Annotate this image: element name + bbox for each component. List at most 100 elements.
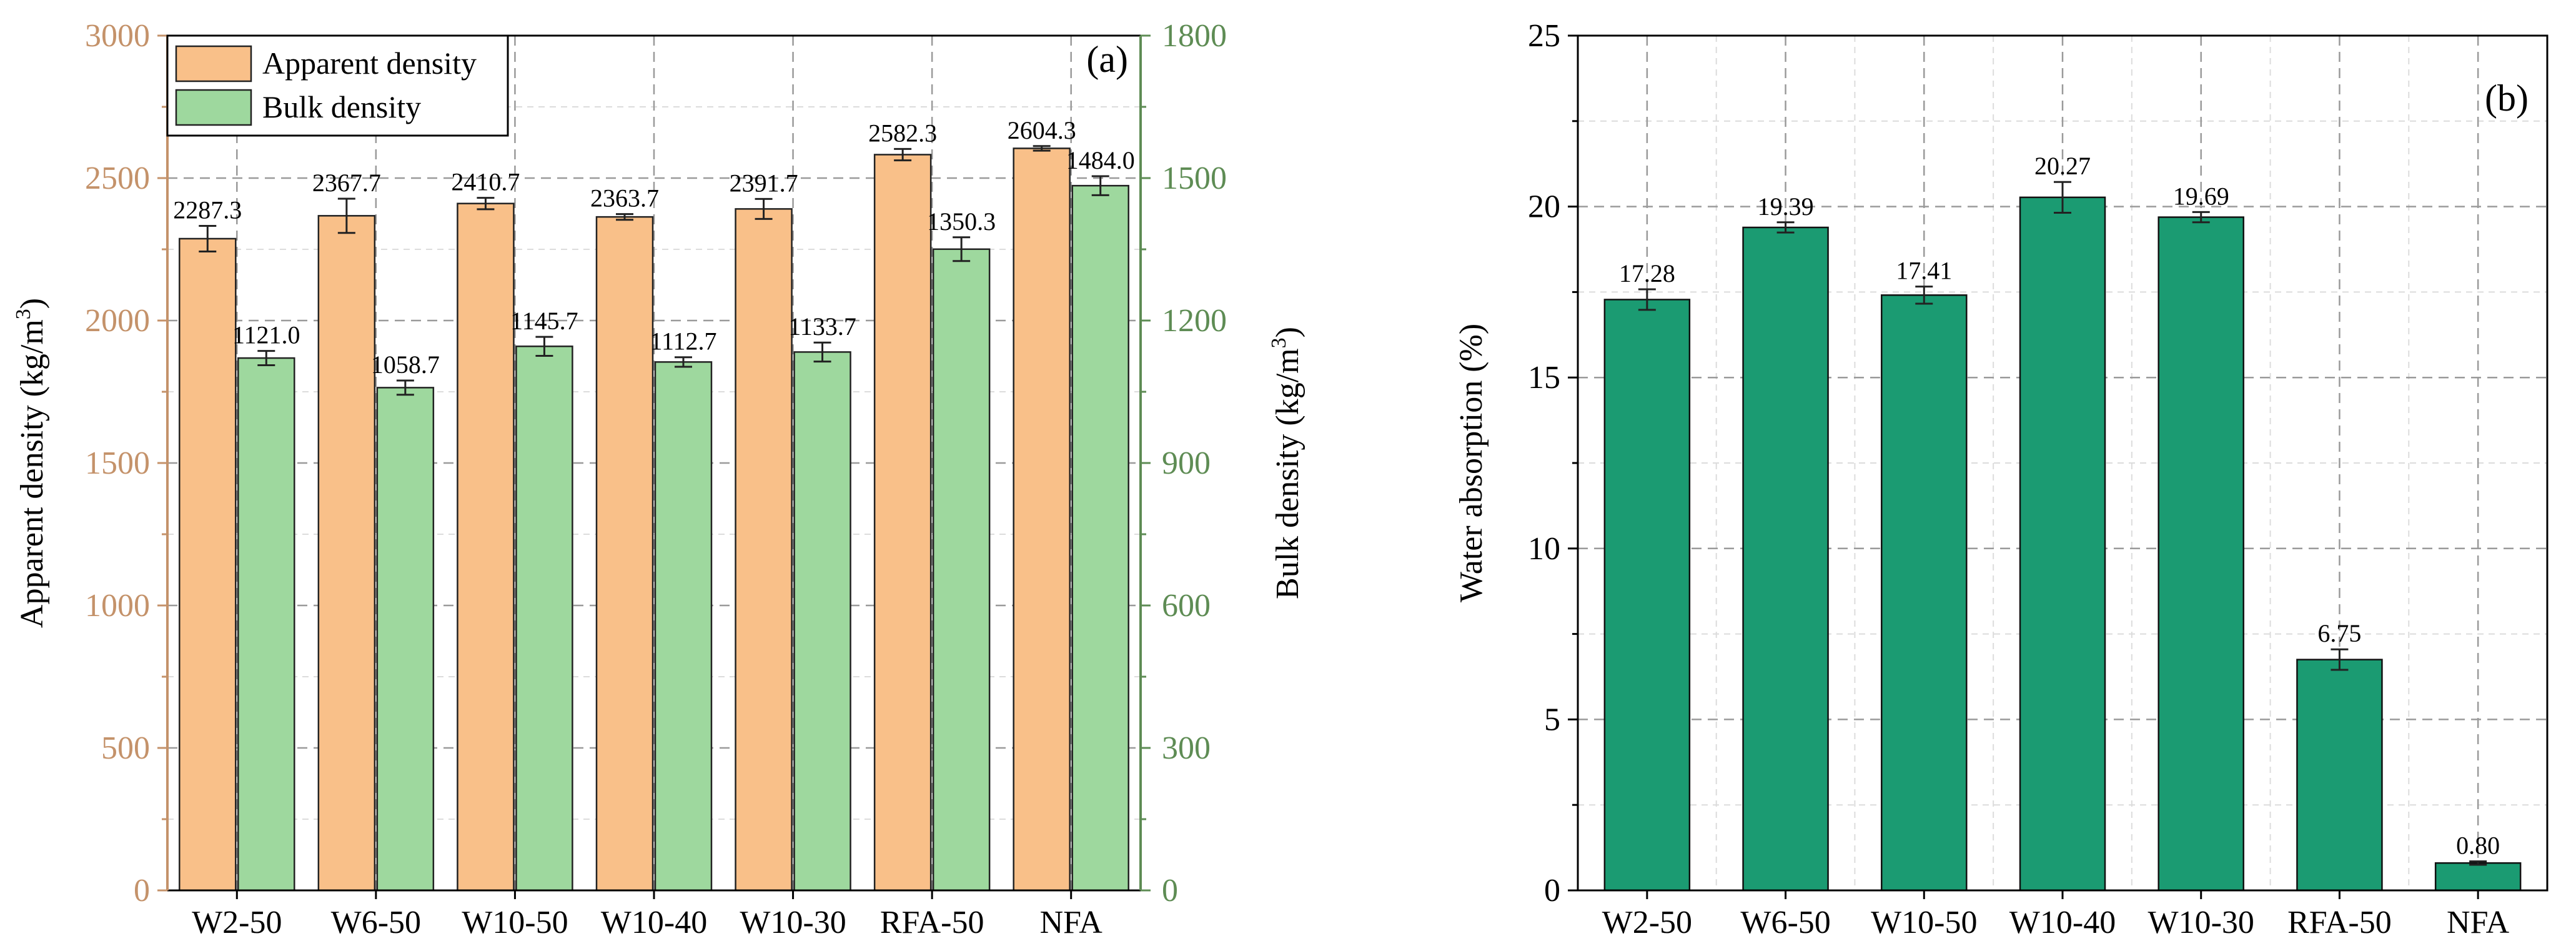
data-label-apparent: 2582.3 [868, 119, 937, 147]
data-label-bulk: 1121.0 [232, 321, 300, 349]
data-label-bulk: 1350.3 [927, 207, 996, 236]
x-tick-label: W10-40 [2009, 905, 2116, 940]
data-label-absorption: 20.27 [2034, 152, 2091, 180]
data-label-bulk: 1133.7 [788, 312, 856, 341]
right-y-tick-label: 1800 [1162, 18, 1227, 54]
left-y-tick-label: 2500 [85, 161, 150, 196]
error-bar-apparent [337, 197, 355, 234]
bar-bulk-density [932, 248, 991, 892]
x-tick-label: W2-50 [192, 905, 282, 940]
y-tick-label: 0 [1544, 873, 1560, 909]
x-tick-label: W6-50 [331, 905, 421, 940]
x-tick-label: RFA-50 [880, 905, 984, 940]
data-label-bulk: 1112.7 [650, 327, 716, 356]
data-label-apparent: 2604.3 [1008, 116, 1076, 144]
left-y-axis-title-text: Apparent density (kg/m [14, 319, 50, 628]
legend-swatch-bulk [175, 89, 252, 126]
error-bar-apparent [1033, 145, 1051, 152]
left-y-axis-title-close: ) [14, 298, 50, 309]
panel-a: 2287.3 1121.0 W2-50 2367.7 1058.7 W6-50 2410.7… [12, 18, 1305, 940]
right-y-axis-title: Bulk density (kg/m3) [1267, 327, 1305, 599]
data-label-apparent: 2367.7 [312, 169, 381, 197]
data-label-apparent: 2363.7 [590, 184, 659, 212]
error-bar-apparent [477, 197, 495, 211]
data-label-bulk: 1484.0 [1066, 146, 1135, 174]
error-bar-apparent [199, 224, 217, 253]
right-y-axis-title-close: ) [1270, 327, 1305, 337]
error-bar-absorption [1915, 286, 1933, 305]
bar-water-absorption [1603, 299, 1691, 892]
error-bar-apparent [755, 197, 773, 220]
left-y-tick-label: 1000 [85, 588, 150, 624]
y-tick-label: 25 [1528, 18, 1560, 54]
y-axis-title: Water absorption (%) [1454, 324, 1489, 602]
bar-bulk-density [654, 361, 713, 892]
error-bar-bulk [396, 379, 414, 396]
error-bar-apparent [894, 147, 912, 162]
bar-water-absorption [1742, 226, 1829, 892]
data-label-absorption: 17.28 [1619, 259, 1675, 287]
data-label-absorption: 0.80 [2456, 831, 2500, 859]
y-tick-label: 5 [1544, 702, 1560, 737]
right-y-tick-label: 1500 [1162, 161, 1227, 196]
error-bar-bulk [675, 356, 692, 368]
right-y-tick-label: 1200 [1162, 303, 1227, 339]
error-bar-absorption [1776, 221, 1795, 234]
bar-water-absorption [2434, 862, 2522, 892]
error-bar-bulk [535, 336, 553, 357]
bar-bulk-density [793, 351, 851, 892]
x-tick-label: W2-50 [1602, 905, 1692, 940]
bar-water-absorption [2019, 196, 2106, 892]
error-bar-bulk [813, 341, 831, 363]
right-y-axis-title-text: Bulk density (kg/m [1270, 348, 1305, 599]
data-label-absorption: 19.69 [2173, 182, 2229, 210]
right-y-tick-label: 300 [1162, 730, 1211, 766]
data-label-bulk: 1145.7 [510, 307, 578, 335]
y-tick-label: 20 [1528, 189, 1560, 225]
bar-water-absorption [1881, 294, 1968, 892]
legend: Apparent density Bulk density [166, 34, 509, 137]
x-tick-label: W10-30 [740, 905, 846, 940]
legend-swatch-apparent [175, 45, 252, 82]
bar-apparent-density [595, 216, 654, 892]
legend-label-apparent: Apparent density [262, 46, 477, 81]
x-tick-label: W10-50 [1871, 905, 1977, 940]
left-y-tick-label: 500 [101, 730, 150, 766]
data-label-bulk: 1058.7 [371, 351, 440, 379]
data-label-absorption: 6.75 [2317, 619, 2361, 647]
left-y-axis-title: Apparent density (kg/m3) [12, 298, 50, 628]
right-y-axis-title-exponent: 3 [1267, 337, 1290, 348]
bar-bulk-density [376, 387, 435, 892]
x-tick-label: NFA [1040, 905, 1103, 940]
bar-apparent-density [735, 208, 793, 892]
x-tick-label: W6-50 [1740, 905, 1830, 940]
bar-water-absorption [2296, 659, 2383, 892]
bar-apparent-density [1013, 147, 1071, 892]
bar-bulk-density [515, 346, 573, 892]
left-y-axis-title-exponent: 3 [12, 309, 35, 319]
left-y-tick-label: 1500 [85, 446, 150, 481]
bar-bulk-density [1071, 184, 1129, 892]
x-tick-label: RFA-50 [2287, 905, 2392, 940]
error-bar-bulk [257, 350, 275, 366]
bar-apparent-density [317, 215, 376, 892]
data-label-apparent: 2391.7 [730, 169, 798, 197]
legend-label-bulk: Bulk density [262, 89, 421, 124]
error-bar-absorption [2054, 181, 2071, 214]
panel-b: 17.28 W2-50 19.39 W6-50 17.41 W10-50 20.27 W10-… [1454, 18, 2549, 940]
bar-apparent-density [873, 154, 932, 892]
x-tick-label: NFA [2447, 905, 2510, 940]
right-y-tick-label: 0 [1162, 873, 1178, 909]
panel-label-b: (b) [2485, 77, 2529, 119]
bar-apparent-density [179, 237, 237, 892]
error-bar-absorption [1638, 288, 1656, 311]
error-bar-absorption [2469, 860, 2487, 866]
error-bar-apparent [616, 213, 633, 221]
data-label-absorption: 17.41 [1896, 257, 1952, 285]
data-label-absorption: 19.39 [1758, 192, 1814, 221]
left-y-tick-label: 0 [134, 873, 150, 909]
error-bar-bulk [953, 236, 971, 262]
x-tick-label: W10-40 [601, 905, 707, 940]
bar-apparent-density [457, 202, 515, 892]
